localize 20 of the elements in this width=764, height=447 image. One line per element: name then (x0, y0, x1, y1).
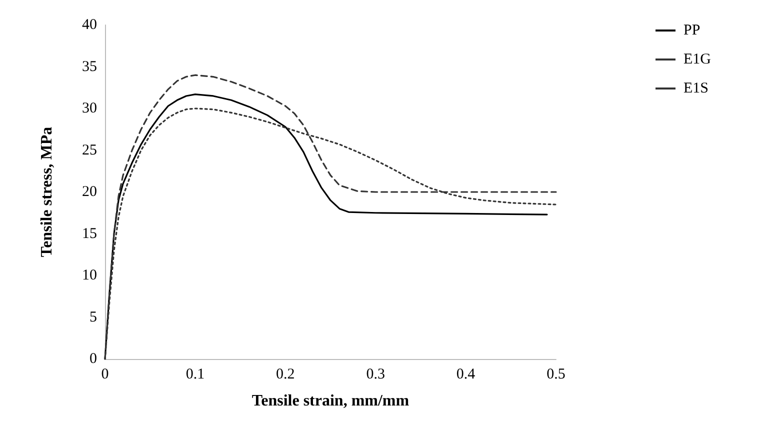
y-tick-label: 40 (82, 17, 97, 33)
y-tick-label: 15 (82, 226, 97, 242)
y-tick-label: 10 (82, 268, 97, 284)
x-tick-label: 0.3 (366, 366, 385, 382)
y-tick-label: 5 (90, 309, 97, 326)
x-tick-label: 0.5 (546, 366, 566, 382)
x-tick-label: 0.1 (186, 366, 205, 382)
y-tick-label: 20 (82, 184, 97, 200)
y-tick-label: 30 (82, 100, 97, 116)
y-tick-label: 0 (90, 351, 97, 367)
y-axis-title: Tensile stress, MPa (38, 126, 56, 258)
y-tick-label: 25 (82, 142, 97, 158)
x-tick-label: 0.4 (456, 366, 476, 382)
legend-label: E1G (684, 52, 712, 68)
legend-label: E1S (684, 80, 709, 96)
legend-label: PP (684, 22, 700, 38)
y-tick-label: 35 (82, 58, 97, 75)
x-tick-label: 0 (101, 366, 109, 382)
x-tick-label: 0.2 (276, 366, 295, 382)
x-axis-title: Tensile strain, mm/mm (252, 392, 410, 410)
